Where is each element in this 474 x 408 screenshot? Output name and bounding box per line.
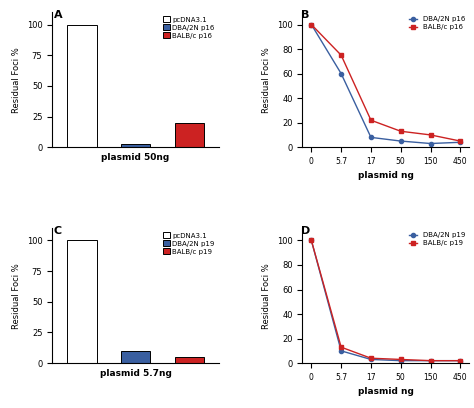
- BALB/c p19: [398, 357, 403, 362]
- DBA/2N p19: [338, 348, 344, 353]
- DBA/2N p19: [368, 357, 374, 362]
- DBA/2N p19: [398, 358, 403, 363]
- DBA/2N p19: [309, 238, 314, 243]
- X-axis label: plasmid 5.7ng: plasmid 5.7ng: [100, 369, 172, 378]
- X-axis label: plasmid ng: plasmid ng: [358, 171, 414, 180]
- BALB/c p16: [368, 118, 374, 123]
- Text: D: D: [301, 226, 310, 236]
- DBA/2N p19: [428, 358, 433, 363]
- BALB/c p16: [457, 139, 463, 144]
- X-axis label: plasmid ng: plasmid ng: [358, 388, 414, 397]
- BALB/c p16: [428, 133, 433, 137]
- Line: BALB/c p19: BALB/c p19: [309, 238, 463, 363]
- Line: DBA/2N p16: DBA/2N p16: [309, 22, 463, 146]
- DBA/2N p16: [368, 135, 374, 140]
- BALB/c p19: [428, 358, 433, 363]
- Legend: DBA/2N p16, BALB/c p16: DBA/2N p16, BALB/c p16: [408, 16, 466, 31]
- DBA/2N p19: [457, 358, 463, 363]
- Y-axis label: Residual Foci %: Residual Foci %: [12, 263, 21, 328]
- DBA/2N p16: [309, 22, 314, 27]
- Legend: pcDNA3.1, DBA/2N p16, BALB/c p16: pcDNA3.1, DBA/2N p16, BALB/c p16: [162, 16, 216, 40]
- Bar: [121, 144, 150, 147]
- Bar: [67, 24, 97, 147]
- Text: C: C: [54, 226, 62, 236]
- Y-axis label: Residual Foci %: Residual Foci %: [263, 263, 272, 328]
- DBA/2N p16: [428, 141, 433, 146]
- Bar: [121, 351, 150, 363]
- Bar: [174, 123, 204, 147]
- Line: BALB/c p16: BALB/c p16: [309, 22, 463, 143]
- Bar: [174, 357, 204, 363]
- DBA/2N p16: [398, 139, 403, 144]
- BALB/c p19: [309, 238, 314, 243]
- BALB/c p16: [309, 22, 314, 27]
- Text: B: B: [301, 10, 310, 20]
- Text: A: A: [54, 10, 63, 20]
- Y-axis label: Residual Foci %: Residual Foci %: [12, 47, 21, 113]
- BALB/c p19: [338, 345, 344, 350]
- BALB/c p16: [338, 53, 344, 58]
- DBA/2N p16: [338, 71, 344, 76]
- DBA/2N p16: [457, 140, 463, 145]
- BALB/c p19: [457, 358, 463, 363]
- Y-axis label: Residual Foci %: Residual Foci %: [263, 47, 272, 113]
- Legend: pcDNA3.1, DBA/2N p19, BALB/c p19: pcDNA3.1, DBA/2N p19, BALB/c p19: [162, 232, 216, 255]
- Legend: DBA/2N p19, BALB/c p19: DBA/2N p19, BALB/c p19: [408, 232, 466, 247]
- X-axis label: plasmid 50ng: plasmid 50ng: [101, 153, 170, 162]
- Line: DBA/2N p19: DBA/2N p19: [309, 238, 463, 363]
- BALB/c p16: [398, 129, 403, 134]
- BALB/c p19: [368, 356, 374, 361]
- Bar: [67, 240, 97, 363]
